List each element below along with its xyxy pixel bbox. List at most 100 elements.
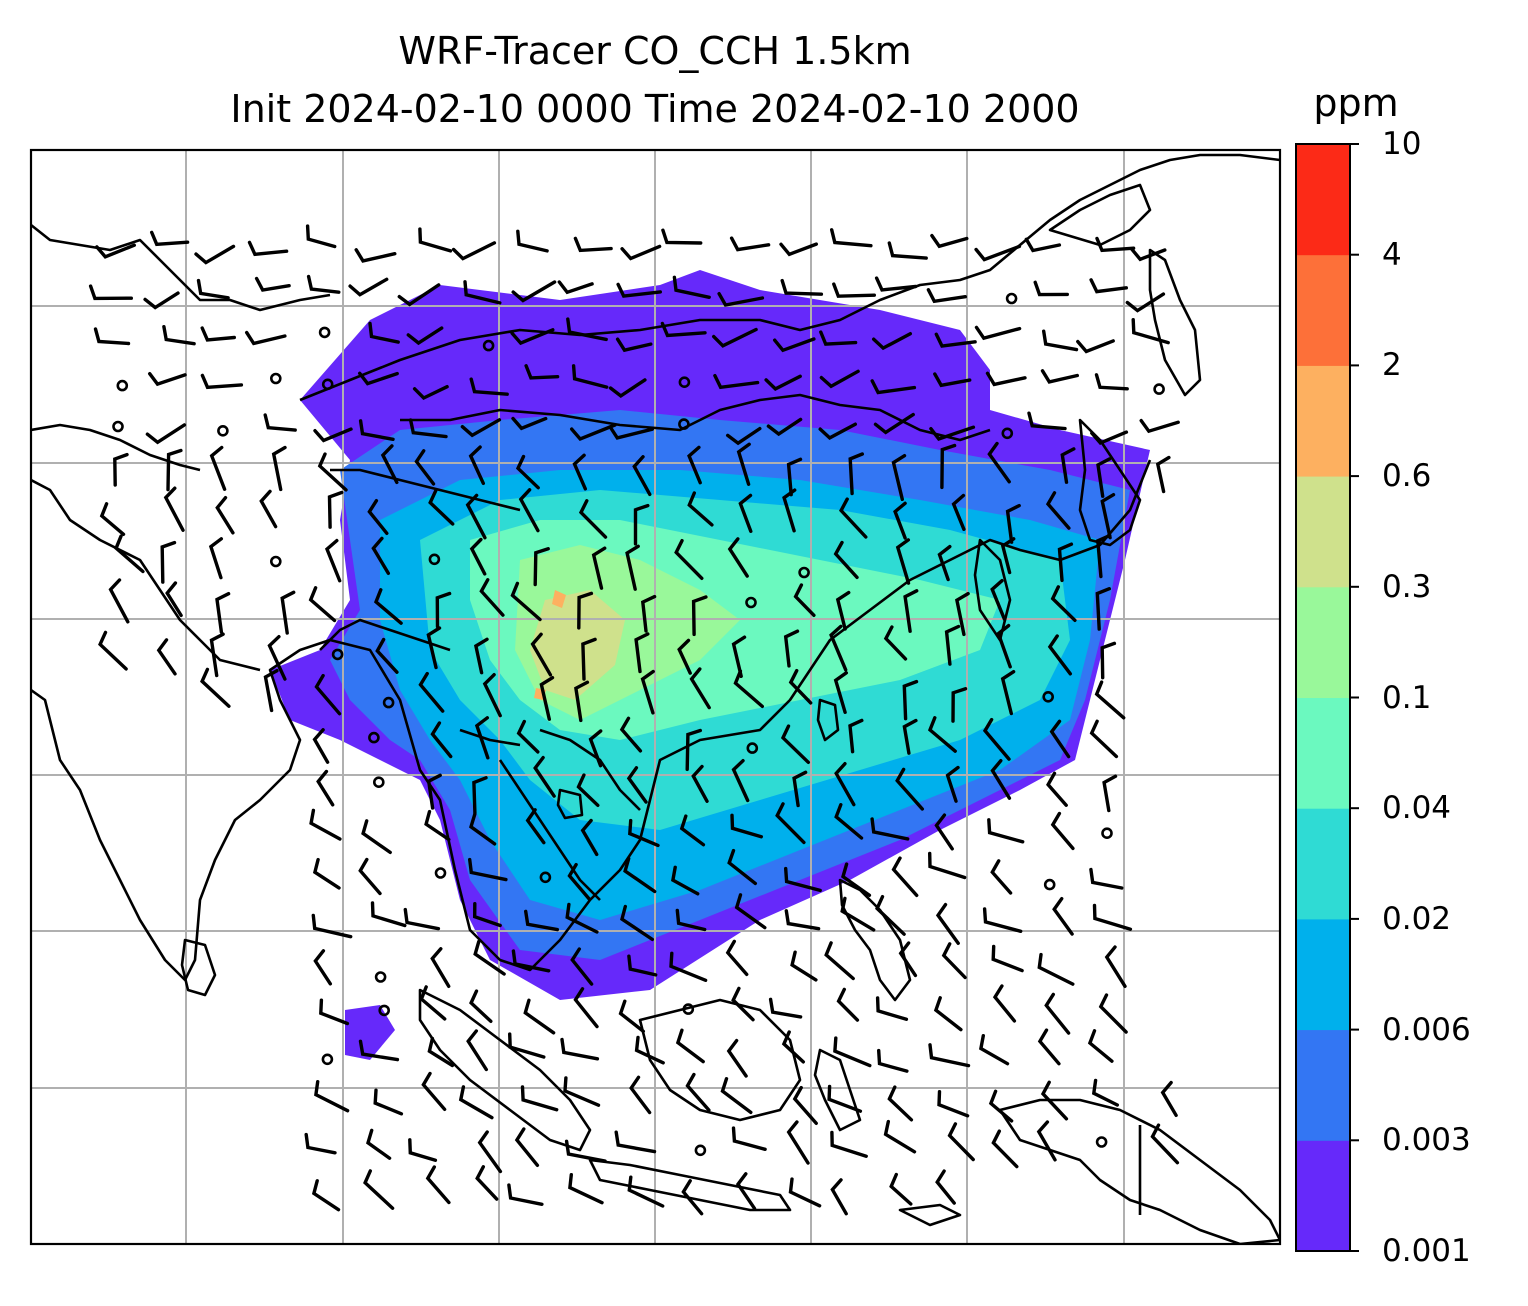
wind-barb bbox=[1155, 455, 1171, 494]
wind-barb bbox=[1092, 903, 1133, 931]
wind-barb bbox=[1139, 418, 1180, 434]
calm-wind-circle bbox=[434, 867, 447, 879]
wind-barb bbox=[208, 537, 223, 580]
wind-barb bbox=[1089, 867, 1124, 890]
colorbar-segment bbox=[1296, 254, 1350, 366]
wind-barb bbox=[985, 371, 1027, 387]
wind-barb bbox=[629, 1075, 652, 1115]
wind-barb bbox=[727, 537, 749, 578]
wind-barb bbox=[312, 728, 330, 764]
wind-barb bbox=[99, 502, 126, 536]
wind-barb bbox=[1052, 897, 1074, 936]
wind-barb bbox=[1095, 236, 1136, 253]
wind-barb bbox=[271, 445, 287, 492]
wind-barb bbox=[870, 817, 910, 841]
wind-barb bbox=[669, 951, 708, 982]
wind-barb bbox=[466, 1029, 488, 1072]
wind-barb bbox=[687, 491, 714, 527]
wind-barb bbox=[572, 453, 587, 491]
wind-barb bbox=[525, 808, 546, 845]
wind-barb bbox=[578, 499, 608, 539]
wind-barb bbox=[259, 489, 278, 529]
wind-barb bbox=[840, 896, 876, 932]
wind-barb bbox=[681, 1179, 704, 1216]
calm-wind-circle bbox=[678, 376, 691, 389]
wind-barb bbox=[898, 941, 918, 978]
colorbar-segment bbox=[1296, 808, 1350, 920]
wind-barb bbox=[518, 488, 540, 533]
wind-barb bbox=[314, 673, 342, 716]
wind-barb bbox=[166, 448, 183, 492]
wind-barb bbox=[891, 856, 919, 898]
wind-barb bbox=[1087, 1029, 1114, 1063]
calm-wind-circle bbox=[321, 378, 334, 391]
wind-barb bbox=[990, 579, 1007, 622]
wind-barb bbox=[1090, 430, 1129, 445]
wind-barb bbox=[875, 895, 906, 936]
wind-barb bbox=[713, 373, 760, 390]
wind-barb bbox=[934, 813, 954, 851]
wind-barb bbox=[793, 583, 816, 617]
wind-barb bbox=[430, 947, 451, 988]
wind-barb bbox=[319, 998, 350, 1026]
wind-barb bbox=[366, 1128, 392, 1160]
wind-barb bbox=[560, 1037, 600, 1061]
wind-barb bbox=[672, 275, 711, 299]
wind-barb bbox=[430, 721, 453, 759]
wind-barb bbox=[427, 1036, 455, 1068]
wind-barb bbox=[557, 280, 594, 295]
wind-barb bbox=[469, 377, 509, 396]
wind-barb bbox=[533, 547, 550, 587]
wind-barb bbox=[730, 813, 763, 839]
wind-barb bbox=[245, 330, 287, 346]
colorbar-tick-label: 0.02 bbox=[1382, 900, 1452, 937]
wind-barb bbox=[786, 1120, 810, 1165]
china-inner-border bbox=[299, 153, 1280, 402]
calm-wind-circle bbox=[1001, 427, 1014, 440]
wind-barb bbox=[573, 987, 599, 1029]
wind-barb bbox=[933, 996, 963, 1032]
colorbar-tick-label: 0.001 bbox=[1382, 1233, 1471, 1269]
wind-barb bbox=[408, 1138, 438, 1162]
wind-barb bbox=[570, 947, 594, 986]
wind-barb bbox=[773, 337, 816, 353]
calm-wind-circle bbox=[318, 326, 331, 339]
wind-barb bbox=[764, 374, 802, 391]
wind-barb bbox=[1160, 1080, 1178, 1117]
wind-barb bbox=[375, 637, 399, 674]
wind-barb bbox=[1049, 719, 1071, 759]
wind-barb bbox=[309, 808, 342, 841]
wind-barb bbox=[872, 332, 912, 351]
wind-barb bbox=[685, 1072, 711, 1112]
wind-barb bbox=[507, 1183, 544, 1206]
wind-barb bbox=[883, 1119, 917, 1154]
wind-barb bbox=[312, 857, 341, 890]
wind-barb bbox=[215, 592, 231, 634]
wind-barb bbox=[947, 1122, 975, 1162]
wind-barb bbox=[1024, 237, 1062, 253]
wind-barb bbox=[780, 278, 824, 296]
wind-barb bbox=[893, 501, 907, 540]
wind-barbs bbox=[88, 224, 1180, 1216]
wind-barb bbox=[991, 944, 1024, 973]
wind-barb bbox=[1100, 641, 1117, 680]
wind-barb bbox=[941, 942, 967, 980]
wind-barb bbox=[1100, 493, 1116, 540]
wind-barb bbox=[608, 425, 654, 440]
plot-title: WRF-Tracer CO_CCH 1.5km bbox=[398, 29, 912, 73]
wind-barb bbox=[1104, 945, 1127, 988]
wind-barb bbox=[215, 496, 235, 535]
colorbar-segment bbox=[1296, 586, 1350, 698]
calm-wind-circle bbox=[1042, 690, 1054, 703]
wind-barb bbox=[108, 578, 130, 624]
calm-wind-circle bbox=[798, 566, 810, 579]
wind-barb bbox=[160, 540, 177, 584]
wind-barb bbox=[418, 227, 453, 253]
wind-barb bbox=[620, 244, 662, 261]
wind-barb bbox=[358, 419, 395, 441]
wind-barb bbox=[406, 326, 444, 346]
wind-barb bbox=[839, 497, 868, 539]
wind-barb bbox=[634, 1035, 665, 1065]
wind-barb bbox=[733, 669, 764, 709]
wind-barb bbox=[619, 716, 643, 753]
